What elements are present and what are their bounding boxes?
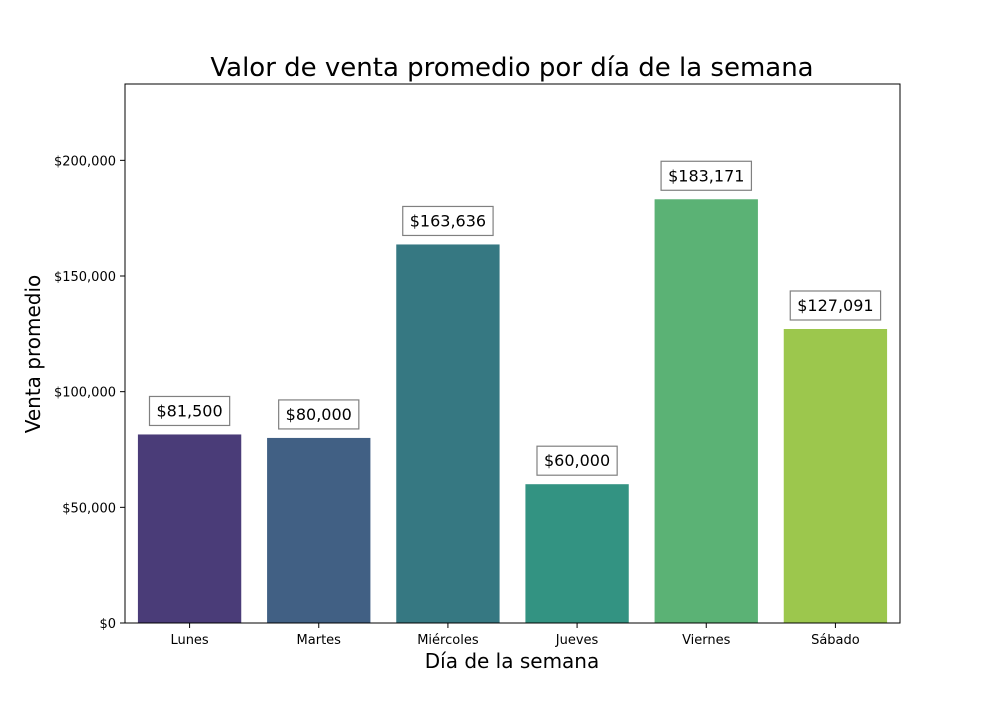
data-label-box xyxy=(536,445,618,476)
bar xyxy=(525,484,629,623)
bars-layer xyxy=(137,199,888,623)
plot-frame xyxy=(124,83,901,624)
data-label-box xyxy=(148,395,231,427)
data-label: $163,636 xyxy=(410,211,486,230)
data-label: $81,500 xyxy=(156,401,222,420)
x-tick-label: Sábado xyxy=(811,633,860,648)
x-tick-label: Lunes xyxy=(170,633,208,648)
data-label-box xyxy=(278,399,360,430)
chart-title: Valor de venta promedio por día de la se… xyxy=(210,53,813,83)
x-tick-label: Martes xyxy=(297,633,342,648)
data-label-box xyxy=(402,205,494,237)
bar xyxy=(137,434,242,623)
x-axis-title: Día de la semana xyxy=(425,649,600,673)
data-label: $80,000 xyxy=(286,405,352,424)
bar xyxy=(783,328,888,623)
x-tick-label: Viernes xyxy=(682,633,731,648)
data-label-box xyxy=(660,160,753,191)
y-tick-label: $150,000 xyxy=(54,270,116,285)
y-axis: $0 $50,000 $100,000 $150,000 $200,000 xyxy=(54,154,125,632)
x-tick-label: Jueves xyxy=(555,633,599,648)
bar xyxy=(654,199,758,623)
bar xyxy=(267,437,371,623)
x-tick-label: Miércoles xyxy=(417,633,479,648)
data-label: $127,091 xyxy=(797,296,873,315)
y-tick-label: $50,000 xyxy=(62,501,116,516)
y-tick-label: $100,000 xyxy=(54,386,116,401)
x-axis: Lunes Martes Miércoles Jueves Viernes Sábado xyxy=(170,623,860,648)
y-axis-title: Venta promedio xyxy=(21,275,45,434)
data-label: $183,171 xyxy=(668,166,744,185)
bar xyxy=(396,244,500,623)
y-tick-label: $0 xyxy=(99,617,116,632)
data-label-box xyxy=(789,290,882,321)
data-labels-layer: $81,500 $80,000 $163,636 $60,000 $183,171 $12… xyxy=(148,160,882,476)
data-label: $60,000 xyxy=(544,451,610,470)
y-tick-label: $200,000 xyxy=(54,154,116,169)
